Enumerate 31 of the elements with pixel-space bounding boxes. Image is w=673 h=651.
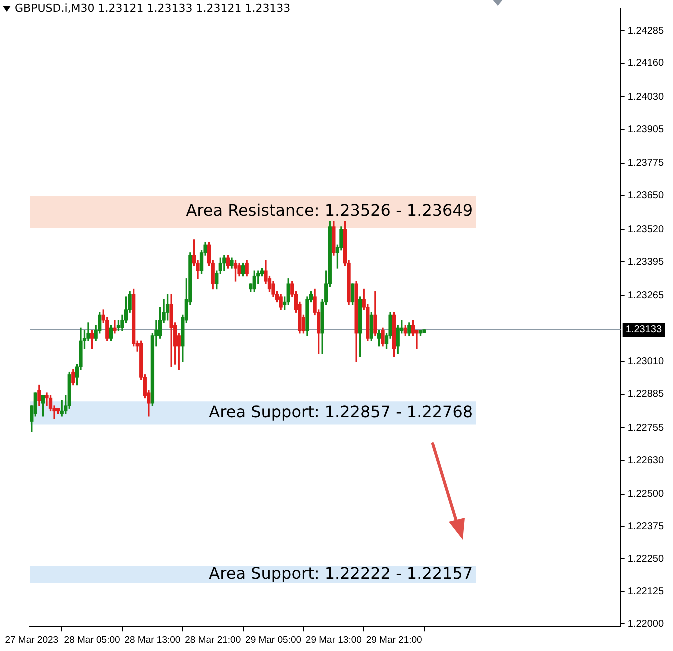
y-tick-label: 1.23010	[628, 356, 664, 368]
x-tick-label: 29 Mar 05:00	[246, 634, 302, 646]
y-tick-label: 1.24160	[628, 58, 664, 70]
y-tick-label: 1.23775	[628, 158, 664, 170]
band-label: Area Support: 1.22222 - 1.22157	[209, 564, 474, 583]
x-tick-label: 28 Mar 13:00	[124, 634, 181, 646]
x-tick-label: 27 Mar 2023	[5, 634, 59, 646]
x-tick-label: 29 Mar 13:00	[306, 634, 362, 646]
y-tick-label: 1.24030	[628, 92, 664, 103]
y-tick-label: 1.22250	[628, 554, 664, 565]
candlestick	[422, 330, 426, 334]
y-tick-label: 1.23265	[628, 290, 664, 302]
y-tick-label: 1.23905	[628, 124, 664, 136]
x-tick-label: 28 Mar 21:00	[185, 634, 242, 646]
y-tick-label: 1.23395	[628, 256, 664, 268]
y-tick-label: 1.24285	[628, 26, 664, 37]
y-tick-label: 1.22000	[628, 618, 664, 630]
chart-title: GBPUSD.i,M30 1.23121 1.23133 1.23121 1.23133	[15, 2, 291, 15]
band-label: Area Resistance: 1.23526 - 1.23649	[186, 201, 474, 220]
y-tick-label: 1.22755	[628, 422, 664, 434]
band-label: Area Support: 1.22857 - 1.22768	[209, 402, 474, 422]
y-tick-label: 1.22630	[628, 455, 664, 466]
y-tick-label: 1.23650	[628, 190, 664, 202]
x-tick-label: 29 Mar 21:00	[366, 634, 422, 646]
y-tick-label: 1.22375	[628, 521, 664, 532]
y-tick-label: 1.23520	[628, 224, 664, 236]
y-tick-label: 1.22125	[628, 586, 664, 598]
y-tick-label: 1.22885	[628, 389, 664, 400]
x-tick-label: 28 Mar 05:00	[64, 634, 120, 646]
y-tick-label: 1.22500	[628, 489, 664, 500]
ref-line-label: 1.23133	[626, 324, 662, 336]
